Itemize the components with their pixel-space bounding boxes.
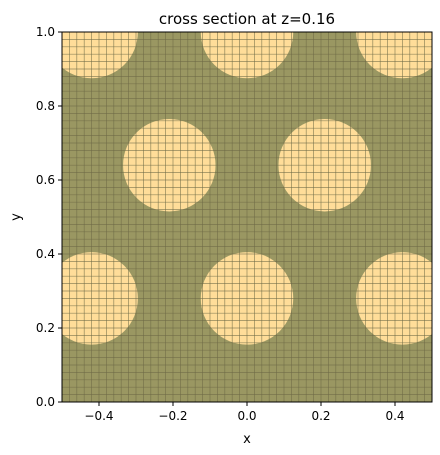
plot-area [62,32,432,402]
grid-lines [62,32,432,402]
y-tick-label: 1.0 [36,25,55,39]
y-tick-label: 0.4 [36,247,55,261]
x-tick-label: 0.4 [385,409,404,423]
y-axis-label: y [9,213,24,221]
x-tick-label: −0.4 [84,409,113,423]
y-axis-ticks: 0.0 0.2 0.4 0.6 0.8 1.0 [36,25,62,409]
x-tick-label: 0.0 [237,409,256,423]
y-tick-label: 0.6 [36,173,55,187]
y-tick-label: 0.0 [36,395,55,409]
circle-mark [356,32,432,79]
circle-mark [62,32,138,79]
chart-title: cross section at z=0.16 [159,10,335,28]
y-tick-label: 0.8 [36,99,55,113]
x-axis-label: x [243,432,251,447]
x-axis-ticks: −0.4 −0.2 0.0 0.2 0.4 [84,402,405,423]
x-tick-label: 0.2 [311,409,330,423]
x-tick-label: −0.2 [158,409,187,423]
y-tick-label: 0.2 [36,321,55,335]
